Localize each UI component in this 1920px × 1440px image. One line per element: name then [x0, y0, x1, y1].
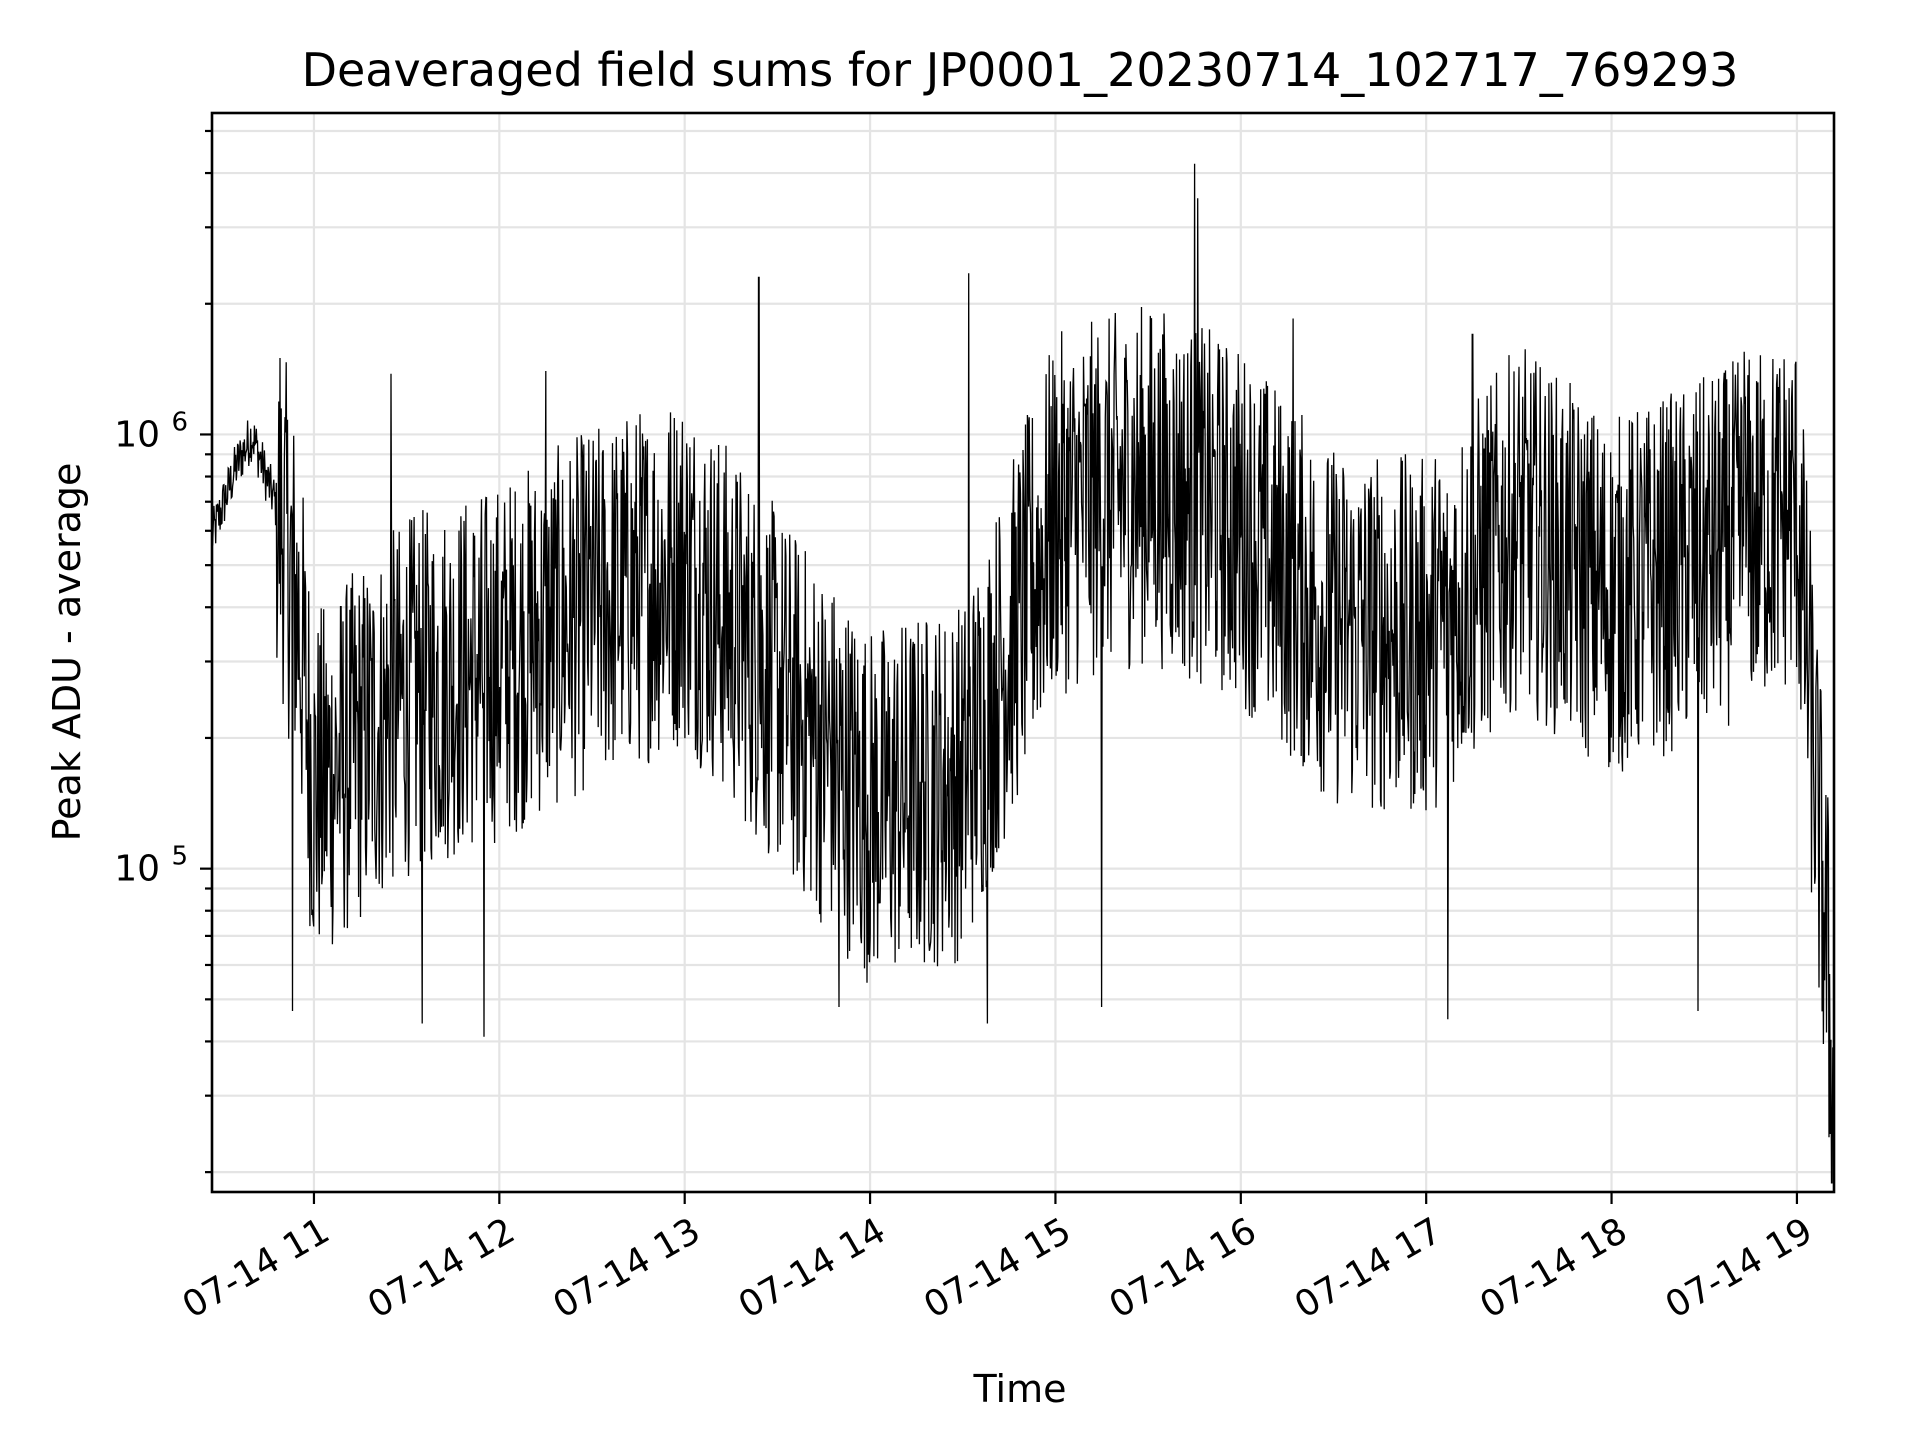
y-tick-label-exponent: 5 — [171, 842, 188, 872]
series-line — [211, 163, 1835, 1184]
series-layer — [211, 163, 1835, 1184]
y-tick-label-exponent: 6 — [171, 407, 188, 437]
y-axis-label: Peak ADU - average — [45, 463, 89, 842]
y-tick-label: 10 — [114, 414, 160, 455]
y-tick-label-base: 10 — [114, 414, 160, 455]
y-tick-label-base: 10 — [114, 849, 160, 890]
x-axis-label: Time — [973, 1367, 1067, 1411]
y-tick-label: 10 — [114, 849, 160, 890]
chart-title: Deaveraged field sums for JP0001_2023071… — [302, 43, 1739, 97]
axes-frame — [210, 111, 1836, 1194]
